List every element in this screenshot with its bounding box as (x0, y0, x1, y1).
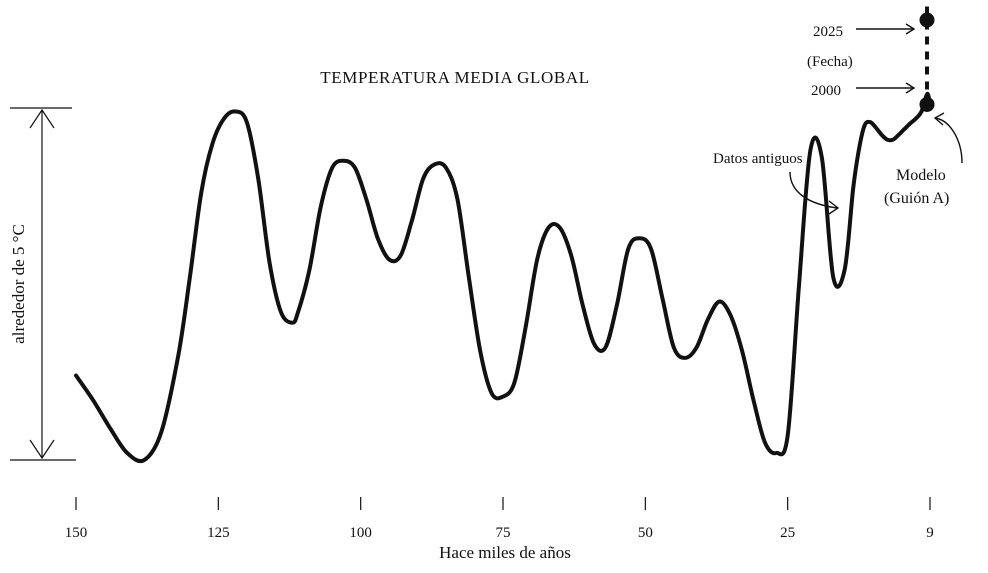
x-tick-label: 125 (207, 525, 230, 541)
annotation-2025: 2025 (813, 24, 843, 40)
x-axis-ticks: 150 125 100 75 50 25 9 (65, 497, 934, 541)
x-tick-label: 9 (926, 525, 934, 541)
x-tick-label: 75 (496, 525, 511, 541)
chart-title: TEMPERATURA MEDIA GLOBAL (320, 68, 589, 87)
annotation-fecha: (Fecha) (807, 54, 853, 70)
annotation-2000: 2000 (811, 83, 841, 99)
arrow-datos-antiguos-icon (828, 200, 840, 215)
y-range-label: alrededor de 5 °C (9, 224, 28, 344)
projection-points (919, 12, 935, 112)
range-arrow-up-icon (29, 108, 55, 129)
projection-point-2000 (919, 96, 935, 112)
series-line (74, 91, 932, 464)
x-tick-label: 100 (349, 525, 372, 541)
x-axis-title: Hace miles de años (439, 543, 571, 562)
range-arrow-down-icon (29, 439, 55, 460)
arrow-2025-icon (905, 23, 916, 35)
projection-point-2025 (919, 12, 935, 28)
arrow-modelo-icon (933, 112, 945, 126)
arrow-modelo-line (934, 117, 963, 164)
x-tick-label: 150 (65, 525, 88, 541)
arrow-datos-antiguos-line (789, 171, 838, 209)
annotation-modelo: Modelo (896, 167, 946, 184)
annotation-guion-a: (Guión A) (884, 190, 949, 207)
arrow-2000-icon (905, 82, 916, 94)
range-bracket (10, 107, 76, 461)
x-tick-label: 50 (638, 525, 653, 541)
annotation-datos-antiguos: Datos antiguos (713, 151, 803, 167)
x-tick-label: 25 (780, 525, 795, 541)
